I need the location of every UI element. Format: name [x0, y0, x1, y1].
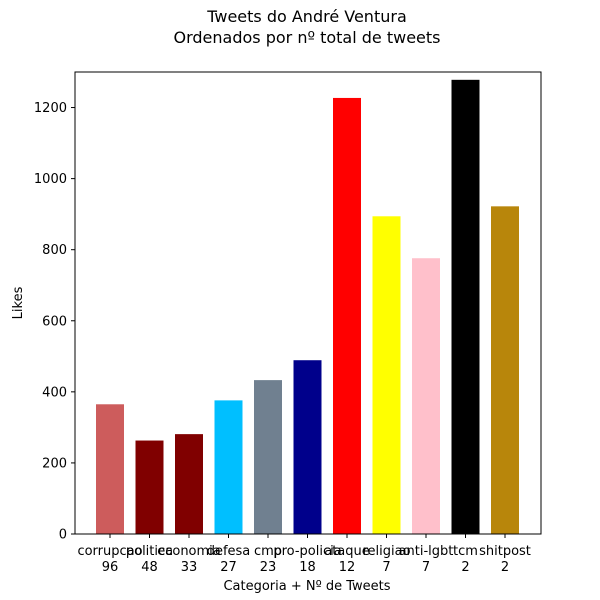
x-tick-count-label: 18	[299, 560, 316, 575]
chart-title: Tweets do André Ventura	[206, 7, 407, 26]
y-tick-label: 1200	[34, 101, 67, 116]
y-axis: 0 200 400 600 800 1000 1200	[34, 101, 75, 543]
x-axis: corrupcao96politica48economia33defesa27c…	[77, 534, 531, 575]
chart-subtitle: Ordenados por nº total de tweets	[174, 28, 441, 47]
x-tick-label: anti-lgbt	[399, 544, 454, 559]
x-tick-count-label: 48	[141, 560, 158, 575]
x-tick-count-label: 33	[181, 560, 198, 575]
bar-ataque	[333, 97, 361, 534]
x-tick-label: ataque	[324, 544, 370, 559]
y-axis-label: Likes	[11, 286, 26, 319]
y-tick-label: 1000	[34, 172, 67, 187]
x-tick-label: defesa	[207, 544, 251, 559]
x-tick-count-label: 96	[102, 560, 119, 575]
x-tick-count-label: 27	[220, 560, 237, 575]
bar-economia	[175, 434, 203, 534]
bar-cmp	[254, 380, 282, 534]
y-tick-label: 0	[59, 528, 67, 543]
y-tick-label: 200	[42, 456, 67, 471]
bar-tcm	[451, 79, 480, 535]
y-tick-label: 400	[42, 385, 67, 400]
bar-politica	[135, 440, 164, 534]
x-tick-label: religiao	[362, 544, 410, 559]
x-tick-label: corrupcao	[77, 544, 142, 559]
x-tick-label: politica	[126, 544, 173, 559]
x-tick-count-label: 12	[339, 560, 356, 575]
x-tick-count-label: 2	[461, 560, 469, 575]
bar-anti-lgbt	[412, 258, 440, 534]
x-tick-count-label: 2	[501, 560, 509, 575]
bar-corrupcao	[96, 404, 124, 534]
x-tick-label: tcm	[453, 544, 478, 559]
bar-pro-policia	[293, 360, 322, 534]
x-tick-label: shitpost	[479, 544, 531, 559]
plot-frame	[74, 71, 542, 535]
x-tick-count-label: 7	[422, 560, 430, 575]
x-tick-label: cmp	[254, 544, 282, 559]
x-axis-label: Categoria + Nº de Tweets	[223, 579, 390, 594]
y-tick-label: 800	[42, 243, 67, 258]
x-tick-label: pro-policia	[273, 544, 341, 559]
x-tick-count-label: 7	[382, 560, 390, 575]
bar-defesa	[214, 400, 243, 534]
x-tick-label: economia	[157, 544, 221, 559]
bar-shitpost	[491, 206, 519, 534]
bar-religiao	[372, 216, 401, 535]
bars-group	[96, 79, 519, 535]
y-tick-label: 600	[42, 314, 67, 329]
x-tick-count-label: 23	[260, 560, 277, 575]
